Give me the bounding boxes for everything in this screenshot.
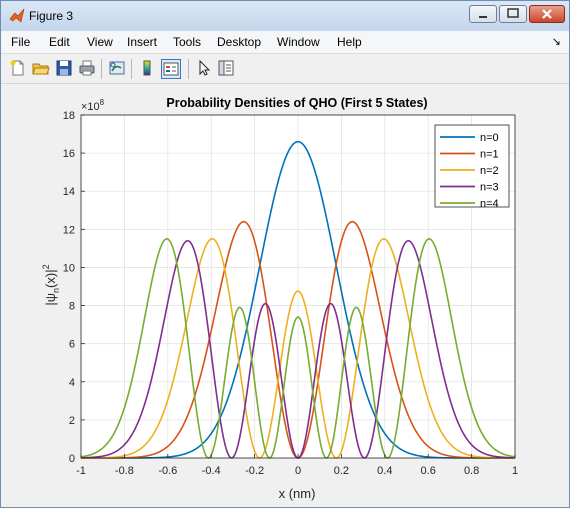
series-line-n4 [80,238,516,459]
property-inspector-icon[interactable] [217,59,235,77]
figure-canvas[interactable]: -1 -0.8 -0.6 -0.4 -0.2 0 0.2 0.4 0.6 0.8 1 0 2 4 6 8 10 1… [5,85,565,505]
print-icon[interactable] [78,59,96,77]
legend[interactable]: n=0 n=1 n=2 n=3 n=4 [434,124,510,210]
menu-help[interactable]: Help [337,35,362,49]
legend-entry: n=1 [480,149,499,161]
x-axis-label: x (nm) [279,486,316,501]
toolbar-separator [101,59,102,79]
dock-arrow-icon[interactable]: ↘ [551,36,561,48]
maximize-icon [507,8,519,18]
legend-entry: n=0 [480,132,499,144]
y-tick-label: 10 [63,262,75,274]
save-icon[interactable] [55,59,73,77]
matlab-logo-icon [9,8,25,23]
y-tick-label: 14 [63,186,75,198]
legend-box [434,124,510,208]
plot-svg: -1 -0.8 -0.6 -0.4 -0.2 0 0.2 0.4 0.6 0.8 102468101… [41,96,518,501]
x-tick-label: 0.8 [464,465,479,477]
x-tick-label: -1 [76,465,86,477]
x-tick-label: -0.4 [202,465,221,477]
series-line-n2 [81,238,515,459]
y-axis-label-rest: (x)| [43,269,58,288]
menu-bar: File Edit View Insert Tools Desktop Wind… [1,31,569,54]
minimize-button[interactable] [469,5,497,23]
insert-legend-icon[interactable] [161,59,181,79]
x-tick-label: -0.2 [245,465,264,477]
y-exponent-prefix: ×10 [81,101,100,113]
y-tick-label: 16 [63,148,75,160]
pointer-icon[interactable] [195,59,213,77]
y-tick-label: 12 [63,224,75,236]
open-file-icon[interactable] [32,59,50,77]
link-plot-icon[interactable] [108,59,126,77]
x-tick-label: 0 [295,465,301,477]
menu-file[interactable]: File [11,35,31,49]
y-exponent: ×108 [81,98,105,113]
y-tick-label: 18 [63,110,75,122]
legend-entry: n=3 [480,182,499,194]
y-tick-label: 8 [69,301,75,313]
menu-window[interactable]: Window [277,35,320,49]
legend-entry: n=4 [480,198,499,210]
chart-title: Probability Densities of QHO (First 5 St… [166,96,427,110]
y-tick-label: 6 [69,339,75,351]
x-tick-label: 1 [512,465,518,477]
y-axis-label-sup: 2 [41,264,51,269]
x-tick-label: 0.6 [421,465,436,477]
y-tick-label: 4 [69,377,75,389]
menu-view[interactable]: View [87,35,113,49]
x-tick-label: 0.2 [334,465,349,477]
toolbar-separator [188,59,189,79]
maximize-button[interactable] [499,5,527,23]
x-tick-label: -0.6 [158,465,177,477]
toolbar-separator [131,59,132,79]
x-tick-label: -0.8 [115,465,134,477]
figure-toolbar [1,54,569,84]
y-tick-label: 0 [69,453,75,465]
tick-layer: -1 -0.8 -0.6 -0.4 -0.2 0 0.2 0.4 0.6 0.8 102468101… [63,110,518,477]
insert-colorbar-icon[interactable] [138,59,156,77]
y-axis-label-sub: n [51,288,61,293]
title-bar[interactable]: Figure 3 [1,1,569,32]
x-tick-label: 0.4 [377,465,392,477]
y-axis-label-main: |ψ [43,293,58,306]
svg-text:|ψn(x)|2: |ψn(x)|2 [41,264,61,305]
y-tick-label: 2 [69,415,75,427]
new-figure-icon[interactable] [9,59,27,77]
legend-entry: n=2 [480,165,499,177]
close-button[interactable] [529,5,565,23]
y-axis-label: |ψn(x)|2 [41,264,61,305]
y-exponent-power: 8 [100,98,105,107]
close-icon [542,9,552,19]
menu-edit[interactable]: Edit [49,35,70,49]
minimize-icon [479,16,487,18]
menu-desktop[interactable]: Desktop [217,35,262,49]
window-title: Figure 3 [29,9,74,23]
menu-insert[interactable]: Insert [127,35,158,49]
menu-tools[interactable]: Tools [173,35,202,49]
